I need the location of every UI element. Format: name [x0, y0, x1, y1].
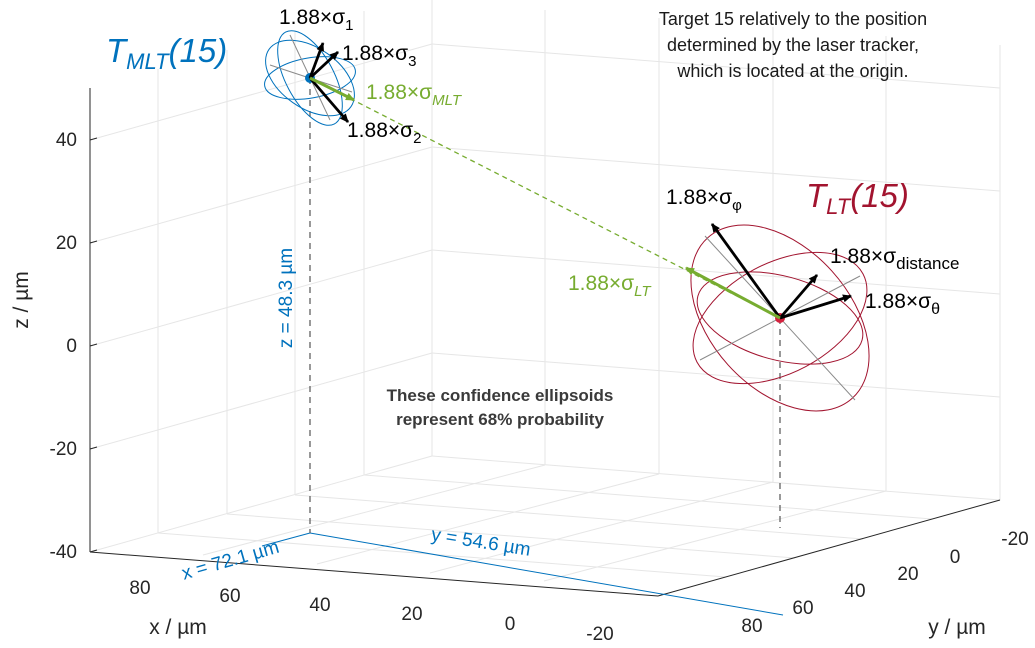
y-axis-line	[657, 499, 1001, 597]
x-tick-label: 0	[505, 614, 516, 635]
x-tick-label: 40	[309, 595, 330, 616]
lt-sigma-phi-label: 1.88×σφ	[666, 186, 742, 214]
z-axis-label: z / µm	[10, 271, 33, 329]
y-tick-label: 40	[844, 581, 865, 602]
z-dimension-label: z = 48.3 µm	[276, 248, 297, 348]
x-tick-label: 60	[219, 586, 240, 607]
y-axis-label: y / µm	[928, 616, 986, 639]
x-axis-label: x / µm	[149, 616, 207, 639]
lt-sigma-lt-label: 1.88×σLT	[568, 272, 652, 300]
mlt-sigma1-label: 1.88×σ1	[279, 6, 353, 34]
z-tick-labels: 40 20 0 -20 -40	[50, 130, 77, 563]
confidence-note: These confidence ellipsoids represent 68…	[387, 386, 614, 429]
x-tick-label: 20	[401, 604, 422, 625]
note-line: determined by the laser tracker,	[667, 35, 919, 55]
dimension-lines	[261, 78, 784, 616]
lt-sigma-arrows	[685, 223, 852, 320]
y-dimension-line	[309, 532, 784, 616]
x-tick-label: 80	[129, 578, 150, 599]
mlt-sigma2-label: 1.88×σ2	[347, 119, 421, 147]
lt-sigma-theta-label: 1.88×σθ	[865, 290, 940, 318]
y-tick-labels: -20 0 20 40 60 80	[741, 529, 1028, 637]
lt-sigma-distance-label: 1.88×σdistance	[830, 245, 959, 273]
x-axis-line	[89, 551, 659, 597]
x-tick-labels: 80 60 40 20 0 -20	[129, 578, 613, 645]
lt-title: TLT(15)	[806, 177, 909, 219]
y-tick-label: -20	[1001, 529, 1028, 550]
axes	[89, 88, 1001, 597]
z-tick-label: 40	[56, 130, 77, 151]
x-dimension-label: x = 72.1 µm	[179, 537, 281, 585]
y-tick-label: 20	[897, 564, 918, 585]
z-tick-label: -20	[50, 439, 77, 460]
y-tick-label: 60	[792, 598, 813, 619]
mlt-title: TMLT(15)	[106, 32, 227, 74]
z-tick-label: 0	[66, 336, 77, 357]
confidence-line: represent 68% probability	[396, 410, 604, 429]
confidence-line: These confidence ellipsoids	[387, 386, 614, 405]
mlt-sigma3-label: 1.88×σ3	[342, 42, 416, 70]
x-dimension-line	[261, 532, 311, 547]
mlt-sigma-arrows	[308, 42, 355, 123]
note-line: which is located at the origin.	[676, 61, 908, 81]
x-tick-label: -20	[586, 624, 613, 645]
back-grid	[89, 0, 1001, 582]
z-tick-label: 20	[56, 233, 77, 254]
y-tick-label: 0	[950, 547, 961, 568]
y-tick-label: 80	[741, 616, 762, 637]
note-line: Target 15 relatively to the position	[659, 9, 927, 29]
z-tick-label: -40	[50, 542, 77, 563]
connection-line	[309, 77, 781, 319]
mlt-sigma-mlt-label: 1.88×σMLT	[366, 81, 463, 109]
origin-note: Target 15 relatively to the position det…	[659, 9, 927, 81]
